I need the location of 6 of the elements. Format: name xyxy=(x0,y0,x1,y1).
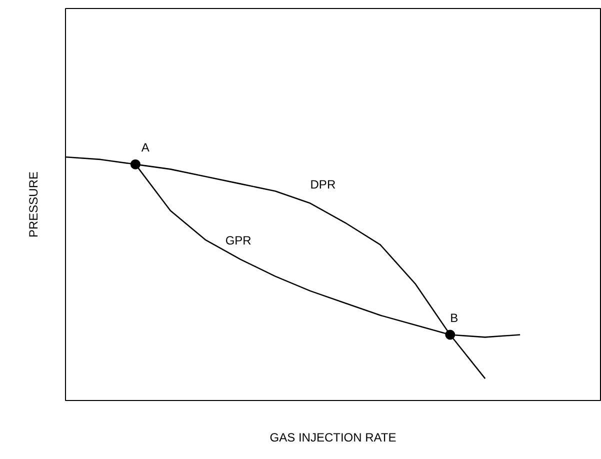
series-label: GPR xyxy=(225,233,252,248)
series-label: DPR xyxy=(310,177,336,192)
annotation: B xyxy=(450,310,458,325)
y-axis-title: PRESSURE xyxy=(26,171,40,238)
annotation: A xyxy=(141,140,150,154)
x-axis-title: GAS INJECTION RATE xyxy=(270,430,396,444)
